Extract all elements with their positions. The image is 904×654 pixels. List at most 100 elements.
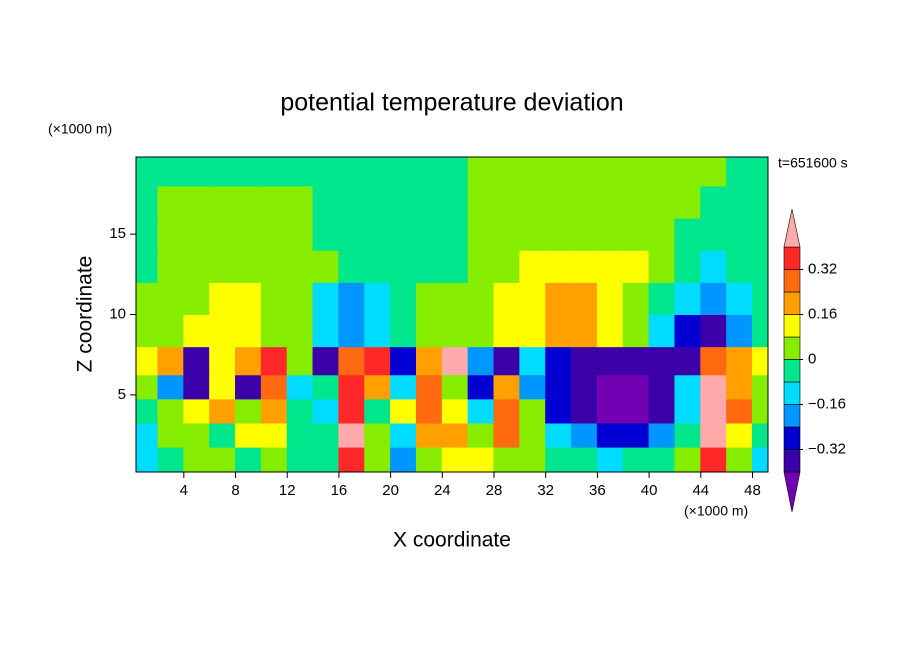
- field-cell: [519, 314, 547, 348]
- field-cell: [545, 446, 573, 472]
- field-cell: [441, 422, 469, 448]
- field-cell: [467, 398, 495, 424]
- field-cell: [648, 217, 676, 251]
- x-axis-label: X coordinate: [393, 529, 511, 552]
- field-cell: [596, 249, 624, 283]
- field-cell: [674, 346, 702, 376]
- field-cell: [467, 249, 495, 283]
- field-cell: [260, 157, 288, 187]
- y-unit: (×1000 m): [48, 121, 112, 137]
- field-cell: [648, 398, 676, 424]
- field-cell: [571, 249, 598, 283]
- field-cell: [364, 157, 392, 187]
- field-cell: [415, 446, 443, 472]
- field-cell: [338, 185, 366, 219]
- field-cell: [726, 422, 753, 448]
- field-cell: [596, 157, 624, 187]
- field-cell: [493, 157, 521, 187]
- field-cell: [338, 398, 366, 424]
- field-cell: [136, 314, 159, 348]
- field-cell: [467, 422, 495, 448]
- field-cell: [648, 249, 676, 283]
- field-cell: [312, 346, 340, 376]
- colorbar-box: [783, 359, 801, 383]
- field-cell: [622, 422, 650, 448]
- field-cell: [751, 346, 768, 376]
- field-cell: [648, 157, 676, 187]
- field-cell: [726, 314, 753, 348]
- y-tick-label: 15: [109, 225, 126, 242]
- field-cell: [545, 157, 573, 187]
- field-cell: [415, 422, 443, 448]
- field-cell: [157, 346, 185, 376]
- field-cell: [364, 374, 392, 400]
- colorbar-tick-label: 0.16: [808, 305, 837, 322]
- field-cell: [700, 374, 728, 400]
- colorbar-box: [783, 314, 801, 338]
- colorbar-box: [783, 404, 801, 428]
- field-cell: [390, 422, 417, 448]
- field-cell: [700, 157, 728, 187]
- field-cell: [674, 422, 702, 448]
- field-cell: [235, 374, 262, 400]
- field-cell: [157, 217, 185, 251]
- field-cell: [674, 314, 702, 348]
- field-cell: [467, 374, 495, 400]
- field-cell: [183, 346, 211, 376]
- field-cell: [209, 314, 237, 348]
- field-cell: [519, 281, 547, 315]
- field-cell: [235, 157, 262, 187]
- field-cell: [467, 217, 495, 251]
- field-cell: [390, 314, 417, 348]
- field-cell: [136, 398, 159, 424]
- field-cell: [751, 157, 768, 187]
- field-cell: [157, 422, 185, 448]
- x-tick-label: 8: [231, 482, 239, 499]
- field-cell: [493, 314, 521, 348]
- field-cell: [364, 314, 392, 348]
- field-cell: [286, 346, 314, 376]
- field-cell: [286, 374, 314, 400]
- field-cell: [390, 398, 417, 424]
- field-cell: [545, 217, 573, 251]
- field-cell: [338, 281, 366, 315]
- field-cell: [441, 217, 469, 251]
- field-cell: [209, 249, 237, 283]
- field-cell: [571, 217, 598, 251]
- field-cell: [209, 374, 237, 400]
- y-axis-label: Z coordinate: [74, 256, 97, 373]
- field-cell: [136, 185, 159, 219]
- field-cell: [519, 217, 547, 251]
- field-cell: [235, 398, 262, 424]
- field-cell: [751, 217, 768, 251]
- field-cell: [519, 398, 547, 424]
- field-cell: [441, 346, 469, 376]
- field-cell: [390, 217, 417, 251]
- field-cell: [209, 217, 237, 251]
- colorbar-box: [783, 381, 801, 405]
- field-cell: [260, 374, 288, 400]
- field-cell: [338, 446, 366, 472]
- field-cell: [209, 281, 237, 315]
- field-cell: [209, 346, 237, 376]
- field-cell: [519, 185, 547, 219]
- field-cell: [260, 422, 288, 448]
- field-cell: [545, 281, 573, 315]
- field-cell: [441, 281, 469, 315]
- field-cell: [519, 422, 547, 448]
- field-cell: [441, 185, 469, 219]
- field-cell: [286, 185, 314, 219]
- field-cell: [700, 249, 728, 283]
- field-cell: [183, 217, 211, 251]
- field-cell: [467, 314, 495, 348]
- x-tick-label: 4: [180, 482, 188, 499]
- field-cell: [648, 374, 676, 400]
- x-tick-label: 40: [641, 482, 658, 499]
- field-cell: [157, 374, 185, 400]
- field-cell: [519, 446, 547, 472]
- field-cell: [415, 157, 443, 187]
- x-tick-label: 12: [279, 482, 296, 499]
- field-cell: [571, 185, 598, 219]
- field-cell: [235, 446, 262, 472]
- field-cell: [648, 422, 676, 448]
